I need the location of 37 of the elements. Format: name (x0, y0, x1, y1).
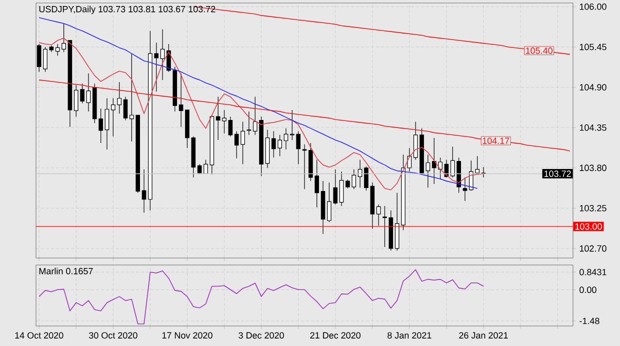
candlestick (246, 111, 252, 136)
candlestick (178, 73, 184, 128)
chart-title: USDJPY,Daily 103.73 103.81 103.67 103.72 (39, 6, 216, 14)
annotation: 105.40 (526, 47, 552, 54)
chart-title: Marlin 0.1657 (39, 268, 93, 274)
ref-line-label: 103.00 (575, 223, 602, 230)
ref-line-label: 103.72 (544, 170, 571, 177)
y-tick-label: 103.80 (580, 164, 606, 172)
candlestick (302, 144, 307, 190)
y-tick-label: 104.35 (580, 124, 606, 131)
x-tick-label: 30 Oct 2020 (88, 332, 138, 339)
candlestick (426, 154, 430, 188)
y-tick-label: -1.48 (580, 318, 600, 324)
y-tick-label: 103.25 (580, 204, 606, 212)
candlestick (339, 171, 344, 206)
x-tick-label: 26 Jan 2021 (459, 332, 508, 339)
y-tick-label: 104.90 (580, 84, 606, 90)
candlestick (462, 177, 468, 202)
candlestick (284, 128, 288, 150)
y-tick-label: 105.45 (580, 44, 606, 50)
y-tick-label: 0.00 (580, 286, 596, 294)
candlestick (376, 204, 381, 226)
candlestick (104, 98, 110, 150)
candlestick (160, 29, 165, 80)
x-tick-label: 3 Dec 2020 (238, 332, 284, 339)
candlestick (123, 96, 128, 121)
annotation: 104.17 (482, 138, 510, 144)
x-tick-label: 14 Oct 2020 (15, 332, 64, 339)
y-tick-label: 0.8431 (580, 268, 606, 276)
x-tick-label: 17 Nov 2020 (162, 332, 212, 339)
x-tick-label: 8 Jan 2021 (388, 332, 432, 339)
candlestick (228, 116, 233, 137)
x-tick-label: 21 Dec 2020 (310, 332, 361, 339)
candlestick (86, 73, 91, 112)
y-tick-label: 106.00 (580, 3, 606, 10)
y-tick-label: 102.70 (580, 245, 606, 252)
candlestick (142, 169, 146, 213)
